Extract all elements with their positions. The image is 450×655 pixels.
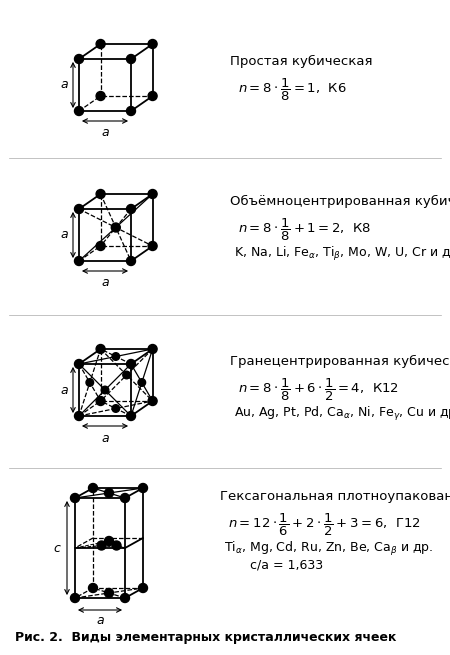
Circle shape	[126, 54, 135, 64]
Circle shape	[121, 593, 130, 603]
Text: $n=8\cdot\dfrac{1}{8}+6\cdot\dfrac{1}{2}=4$,  К12: $n=8\cdot\dfrac{1}{8}+6\cdot\dfrac{1}{2}…	[238, 377, 399, 403]
Text: $n=8\cdot\dfrac{1}{8}+1=2$,  К8: $n=8\cdot\dfrac{1}{8}+1=2$, К8	[238, 217, 372, 243]
Text: Объёмноцентрированная кубическая (ОЦК): Объёмноцентрированная кубическая (ОЦК)	[230, 195, 450, 208]
Circle shape	[148, 39, 157, 48]
Circle shape	[75, 411, 84, 421]
Circle shape	[71, 493, 80, 502]
Circle shape	[96, 189, 105, 198]
Circle shape	[139, 584, 148, 593]
Circle shape	[86, 379, 94, 386]
Text: a: a	[96, 614, 104, 626]
Circle shape	[126, 360, 135, 369]
Text: Простая кубическая: Простая кубическая	[230, 55, 373, 68]
Circle shape	[126, 107, 135, 115]
Circle shape	[121, 493, 130, 502]
Text: Рис. 2.  Виды элементарных кристаллических ячеек: Рис. 2. Виды элементарных кристаллически…	[15, 631, 396, 645]
Text: $n=8\cdot\dfrac{1}{8}=1$,  К6: $n=8\cdot\dfrac{1}{8}=1$, К6	[238, 77, 347, 103]
Text: Гранецентрированная кубическая (ГЦК): Гранецентрированная кубическая (ГЦК)	[230, 355, 450, 368]
Circle shape	[75, 54, 84, 64]
Circle shape	[96, 92, 105, 100]
Circle shape	[104, 536, 113, 546]
Circle shape	[148, 396, 157, 405]
Circle shape	[126, 411, 135, 421]
Circle shape	[148, 345, 157, 354]
Circle shape	[75, 257, 84, 265]
Circle shape	[101, 386, 109, 394]
Circle shape	[89, 584, 98, 593]
Text: a: a	[101, 276, 109, 290]
Text: a: a	[60, 79, 68, 92]
Circle shape	[96, 396, 105, 405]
Circle shape	[139, 483, 148, 493]
Text: a: a	[60, 229, 68, 242]
Circle shape	[96, 345, 105, 354]
Circle shape	[112, 405, 120, 412]
Text: a: a	[60, 383, 68, 396]
Circle shape	[126, 204, 135, 214]
Circle shape	[104, 588, 113, 597]
Circle shape	[112, 352, 120, 360]
Text: Au, Ag, Pt, Pd, Ca$_{\alpha}$, Ni, Fe$_{\gamma}$, Cu и др.: Au, Ag, Pt, Pd, Ca$_{\alpha}$, Ni, Fe$_{…	[234, 405, 450, 423]
Text: c: c	[54, 542, 60, 555]
Circle shape	[96, 242, 105, 250]
Circle shape	[138, 379, 146, 386]
Circle shape	[111, 223, 120, 232]
Circle shape	[75, 107, 84, 115]
Circle shape	[89, 483, 98, 493]
Circle shape	[97, 541, 106, 550]
Circle shape	[148, 242, 157, 250]
Circle shape	[104, 489, 113, 498]
Text: a: a	[101, 432, 109, 445]
Circle shape	[71, 593, 80, 603]
Circle shape	[96, 39, 105, 48]
Circle shape	[75, 204, 84, 214]
Circle shape	[148, 92, 157, 100]
Text: a: a	[101, 126, 109, 140]
Circle shape	[148, 189, 157, 198]
Circle shape	[75, 360, 84, 369]
Text: c/a = 1,633: c/a = 1,633	[250, 558, 323, 571]
Text: Ti$_{\alpha}$, Mg, Cd, Ru, Zn, Be, Ca$_{\beta}$ и др.: Ti$_{\alpha}$, Mg, Cd, Ru, Zn, Be, Ca$_{…	[224, 540, 433, 558]
Text: K, Na, Li, Fe$_{\alpha}$, Ti$_{\beta}$, Mo, W, U, Cr и др.: K, Na, Li, Fe$_{\alpha}$, Ti$_{\beta}$, …	[234, 245, 450, 263]
Text: Гексагональная плотноупакованная (ГПУ): Гексагональная плотноупакованная (ГПУ)	[220, 490, 450, 503]
Circle shape	[112, 541, 121, 550]
Circle shape	[123, 371, 130, 379]
Circle shape	[126, 257, 135, 265]
Text: $n=12\cdot\dfrac{1}{6}+2\cdot\dfrac{1}{2}+3=6$,  Г12: $n=12\cdot\dfrac{1}{6}+2\cdot\dfrac{1}{2…	[228, 512, 421, 538]
